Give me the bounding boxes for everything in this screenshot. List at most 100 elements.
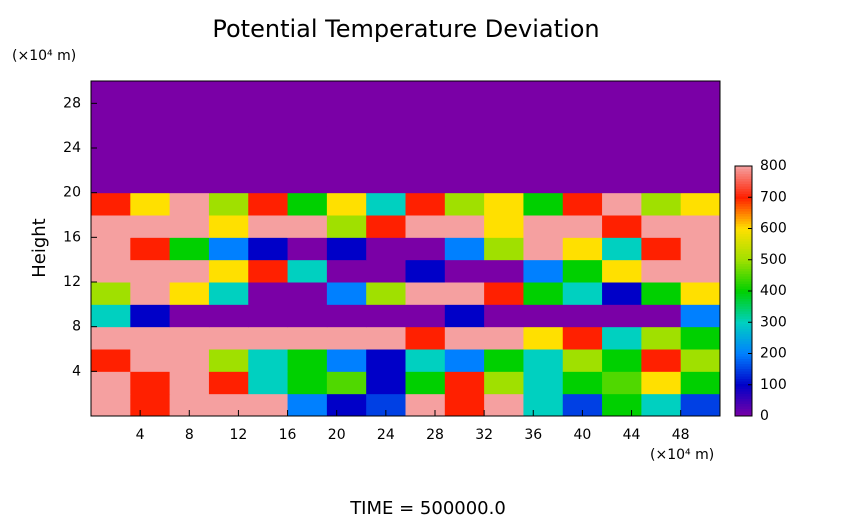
heatmap-cell [91, 237, 131, 261]
y-tick-label: 8 [72, 319, 81, 335]
heatmap-cell [602, 259, 642, 283]
heatmap-cell [523, 103, 564, 127]
colorbar-segment [735, 256, 752, 259]
heatmap-cell [208, 393, 249, 417]
heatmap-cell [444, 304, 485, 328]
heatmap-cell [484, 304, 524, 328]
heatmap-cell [444, 103, 485, 127]
heatmap-cell [130, 170, 171, 194]
x-unit: (×10⁴ m) [650, 447, 714, 463]
heatmap-cell [91, 192, 131, 216]
heatmap-cell [602, 125, 642, 149]
heatmap-cell [287, 215, 328, 238]
colorbar-tick-label: 800 [760, 158, 787, 174]
colorbar-segment [735, 198, 752, 202]
heatmap-cell [444, 282, 485, 305]
heatmap-cell [444, 371, 485, 395]
x-tick-label: 12 [230, 427, 248, 443]
y-tick-label: 24 [63, 140, 81, 156]
heatmap-cell [91, 371, 131, 395]
heatmap-cell [91, 393, 131, 417]
colorbar-segment [735, 186, 752, 189]
heatmap-cell [484, 170, 524, 194]
colorbar-segment [735, 391, 752, 394]
colorbar-segment [735, 276, 752, 279]
heatmap-cell [523, 215, 564, 238]
heatmap-cell [602, 81, 642, 104]
heatmap-cell [405, 304, 446, 328]
heatmap-cell [523, 304, 564, 328]
heatmap-cell [405, 326, 446, 350]
heatmap-cell [562, 393, 603, 417]
heatmap-cell [405, 170, 446, 194]
heatmap-cell [326, 192, 367, 216]
colorbar-segment [735, 368, 752, 372]
colorbar-tick-label: 100 [760, 377, 787, 393]
x-tick-label: 24 [377, 427, 395, 443]
colorbar-segment [735, 363, 752, 367]
heatmap-cell [208, 237, 249, 261]
heatmap-cell [484, 282, 524, 305]
heatmap-cell [641, 81, 682, 104]
heatmap-cell [602, 282, 642, 305]
heatmap-cell [91, 349, 131, 372]
heatmap-cell [91, 259, 131, 283]
heatmap-cell [130, 148, 171, 171]
heatmap-cell [326, 259, 367, 283]
heatmap-cell [405, 148, 446, 171]
heatmap-cell [287, 192, 328, 216]
heatmap-cell [248, 148, 289, 171]
colorbar-segment [735, 258, 752, 262]
heatmap-cell [484, 259, 524, 283]
heatmap-cell [484, 192, 524, 216]
colorbar-segment [735, 308, 752, 312]
heatmap-cell [484, 371, 524, 395]
heatmap-cell [169, 371, 210, 395]
heatmap-cell [169, 349, 210, 372]
colorbar-segment [735, 408, 752, 412]
heatmap-cell [248, 125, 289, 149]
colorbar-segment [735, 313, 752, 317]
x-tick-label: 40 [573, 427, 591, 443]
colorbar-segment [735, 241, 752, 244]
colorbar-segment [735, 211, 752, 214]
colorbar-tick-label: 400 [760, 283, 787, 299]
colorbar-segment [735, 291, 752, 294]
heatmap-cell [130, 282, 171, 305]
colorbar-segment [735, 383, 752, 387]
colorbar-segment [735, 253, 752, 257]
heatmap-cell [326, 282, 367, 305]
colorbar-segment [735, 223, 752, 227]
colorbar-segment [735, 271, 752, 274]
heatmap-cell [523, 393, 564, 417]
heatmap-cell [287, 371, 328, 395]
colorbar-tick-label: 300 [760, 314, 787, 330]
colorbar-segment [735, 406, 752, 409]
heatmap-cell [562, 148, 603, 171]
heatmap-cell [562, 349, 603, 372]
colorbar-tick-label: 700 [760, 189, 787, 205]
heatmap-cell [169, 81, 210, 104]
footer: TIME = 500000.0 [349, 498, 506, 519]
heatmap-cell [562, 282, 603, 305]
heatmap-cell [169, 125, 210, 149]
heatmap-cell [208, 170, 249, 194]
heatmap-cell [484, 237, 524, 261]
colorbar-segment [735, 361, 752, 364]
colorbar-segment [735, 261, 752, 264]
heatmap-cell [405, 103, 446, 127]
colorbar-segment [735, 366, 752, 369]
heatmap-cell [326, 103, 367, 127]
heatmap-cell [405, 371, 446, 395]
heatmap-cell [169, 215, 210, 238]
heatmap-cell [169, 192, 210, 216]
x-tick-label: 48 [672, 427, 690, 443]
colorbar-segment [735, 353, 752, 357]
colorbar-segment [735, 338, 752, 342]
colorbar-segment [735, 281, 752, 284]
colorbar-segment [735, 173, 752, 177]
heatmap-cell [680, 148, 721, 171]
heatmap-cell [366, 349, 406, 372]
heatmap-cell [130, 215, 171, 238]
colorbar-segment [735, 171, 752, 174]
